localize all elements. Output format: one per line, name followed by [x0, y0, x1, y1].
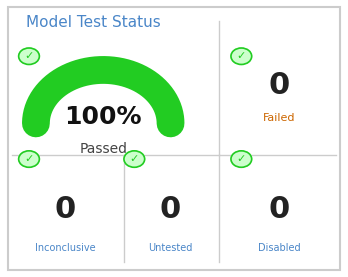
Text: ✓: ✓ [237, 51, 246, 61]
Text: ✓: ✓ [237, 154, 246, 164]
Text: Inconclusive: Inconclusive [35, 243, 96, 253]
Text: Model Test Status: Model Test Status [25, 15, 160, 30]
Text: 0: 0 [269, 195, 290, 224]
Circle shape [19, 48, 39, 65]
Text: ✓: ✓ [24, 154, 34, 164]
Text: ✓: ✓ [129, 154, 139, 164]
Circle shape [231, 48, 252, 65]
Circle shape [124, 151, 145, 167]
Circle shape [231, 151, 252, 167]
Circle shape [19, 151, 39, 167]
Text: Passed: Passed [79, 142, 127, 157]
Text: Failed: Failed [263, 113, 295, 123]
Text: Disabled: Disabled [258, 243, 301, 253]
Text: 0: 0 [269, 71, 290, 99]
FancyBboxPatch shape [8, 7, 340, 270]
Text: Untested: Untested [148, 243, 193, 253]
Text: 100%: 100% [64, 104, 142, 129]
Text: 0: 0 [160, 195, 181, 224]
Text: 0: 0 [55, 195, 76, 224]
Text: ✓: ✓ [24, 51, 34, 61]
